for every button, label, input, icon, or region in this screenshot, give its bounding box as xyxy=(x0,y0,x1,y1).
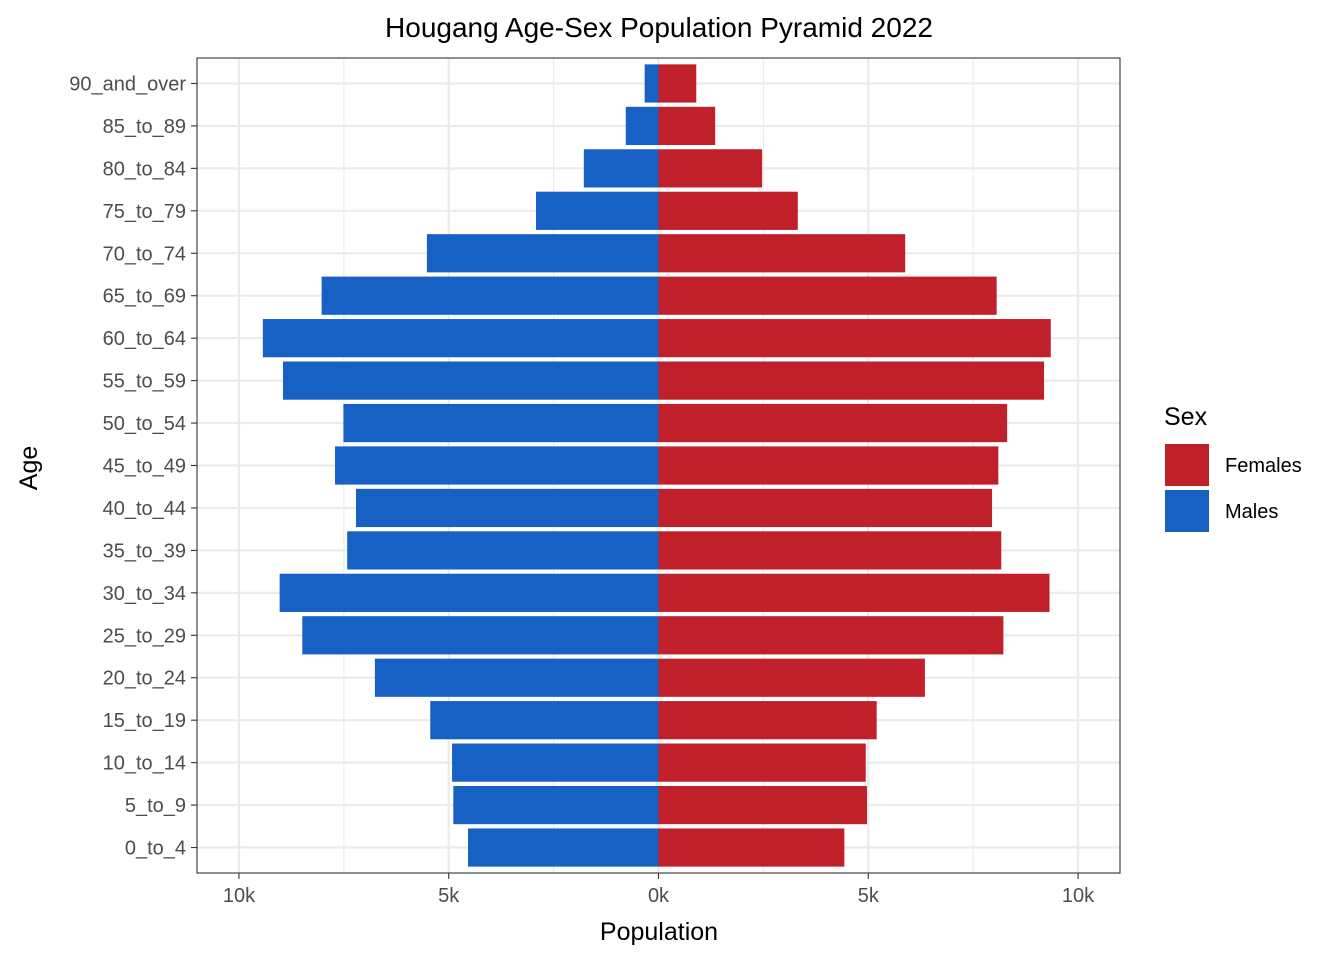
bar-females-5_to_9 xyxy=(658,785,868,825)
bar-females-75_to_79 xyxy=(658,191,798,230)
y-tick-label: 15_to_19 xyxy=(103,710,186,732)
bar-females-10_to_14 xyxy=(658,743,866,782)
bar-males-90_and_over xyxy=(644,64,659,103)
bar-males-85_to_89 xyxy=(625,106,659,146)
bar-females-25_to_29 xyxy=(658,616,1004,655)
x-tick-label: 10k xyxy=(223,885,256,907)
bar-males-55_to_59 xyxy=(283,361,659,400)
y-tick-label: 50_to_54 xyxy=(103,413,186,435)
y-tick-label: 60_to_64 xyxy=(103,328,186,350)
bar-females-65_to_69 xyxy=(658,276,997,315)
legend-label-males: Males xyxy=(1225,501,1278,523)
bar-males-0_to_4 xyxy=(468,828,659,867)
y-tick-label: 65_to_69 xyxy=(103,286,186,308)
bar-males-15_to_19 xyxy=(430,701,659,740)
bar-females-60_to_64 xyxy=(658,319,1051,358)
y-tick-label: 40_to_44 xyxy=(103,498,186,520)
bar-males-35_to_39 xyxy=(347,531,659,570)
x-tick-label: 5k xyxy=(858,885,880,907)
bar-females-35_to_39 xyxy=(658,531,1002,570)
bar-males-25_to_29 xyxy=(302,616,659,655)
bar-females-15_to_19 xyxy=(658,701,877,740)
bar-males-30_to_34 xyxy=(279,573,659,612)
y-axis-title: Age xyxy=(15,446,43,490)
bar-males-60_to_64 xyxy=(262,319,659,358)
legend: Sex Females Males xyxy=(1164,403,1302,532)
bar-females-20_to_24 xyxy=(658,658,925,697)
bar-males-50_to_54 xyxy=(343,403,659,443)
legend-title: Sex xyxy=(1164,403,1208,431)
bar-females-45_to_49 xyxy=(658,446,999,485)
y-tick-label: 90_and_over xyxy=(69,73,186,95)
y-tick-label: 0_to_4 xyxy=(125,838,186,860)
y-tick-label: 20_to_24 xyxy=(103,668,186,690)
bar-males-80_to_84 xyxy=(583,149,659,188)
bar-females-85_to_89 xyxy=(658,106,716,146)
x-tick-label: 10k xyxy=(1062,885,1095,907)
y-tick-label: 45_to_49 xyxy=(103,456,186,478)
chart-title: Hougang Age-Sex Population Pyramid 2022 xyxy=(385,12,933,43)
bar-females-55_to_59 xyxy=(658,361,1045,400)
bar-males-75_to_79 xyxy=(535,191,659,230)
plot-area: 10k 5k 0k 5k 10k 0_to_4 5_to_9 10_to_14 15_to_19… xyxy=(69,57,1121,907)
legend-key-females xyxy=(1165,444,1209,486)
bar-males-70_to_74 xyxy=(426,234,659,273)
y-tick-label: 35_to_39 xyxy=(103,540,186,562)
legend-label-females: Females xyxy=(1225,455,1302,477)
bar-males-10_to_14 xyxy=(452,743,659,782)
bar-males-45_to_49 xyxy=(335,446,659,485)
y-tick-label: 85_to_89 xyxy=(103,116,186,138)
bar-males-20_to_24 xyxy=(374,658,659,697)
y-tick-label: 55_to_59 xyxy=(103,371,186,393)
y-tick-label: 80_to_84 xyxy=(103,158,186,180)
x-axis-title: Population xyxy=(600,918,718,946)
bar-females-80_to_84 xyxy=(658,149,763,188)
y-tick-label: 75_to_79 xyxy=(103,201,186,223)
x-tick-label: 0k xyxy=(648,885,670,907)
bar-females-30_to_34 xyxy=(658,573,1050,612)
bar-males-5_to_9 xyxy=(453,785,659,825)
y-tick-label: 25_to_29 xyxy=(103,625,186,647)
y-tick-label: 70_to_74 xyxy=(103,243,186,265)
bar-females-0_to_4 xyxy=(658,828,845,867)
bar-females-40_to_44 xyxy=(658,488,993,528)
bar-females-70_to_74 xyxy=(658,234,906,273)
bar-females-50_to_54 xyxy=(658,403,1008,443)
y-tick-label: 10_to_14 xyxy=(103,753,186,775)
bar-males-40_to_44 xyxy=(356,488,659,528)
y-tick-label: 5_to_9 xyxy=(125,795,186,817)
bar-females-90_and_over xyxy=(658,64,697,103)
x-tick-label: 5k xyxy=(438,885,460,907)
y-tick-label: 30_to_34 xyxy=(103,583,186,605)
bar-males-65_to_69 xyxy=(321,276,659,315)
legend-key-males xyxy=(1165,490,1209,532)
